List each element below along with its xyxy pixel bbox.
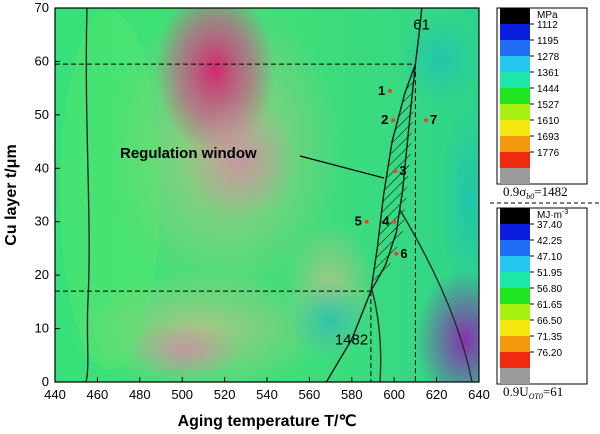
contour-1482	[325, 63, 417, 383]
contour-label: 1482	[335, 332, 368, 349]
x-tick-label: 580	[341, 387, 363, 402]
x-tick-label: 540	[256, 387, 278, 402]
data-point	[391, 118, 396, 123]
colorbar-swatch	[500, 56, 530, 72]
colorbar-swatch	[500, 40, 530, 56]
colorbar-swatch	[500, 168, 530, 184]
point-label: 6	[400, 246, 407, 261]
y-tick-label: 10	[35, 321, 49, 336]
colorbar-tick-label: 1278	[537, 52, 560, 63]
x-tick-label: 440	[44, 387, 66, 402]
contour-line-mid	[371, 289, 382, 382]
colorbar-swatch	[500, 304, 530, 320]
colorbar-tick-label: 1693	[537, 132, 560, 143]
colorbar-tick-label: 71.35	[537, 332, 562, 343]
data-point	[393, 168, 398, 173]
colorbar-swatch	[500, 224, 530, 240]
contour-line-left	[85, 8, 90, 382]
data-point	[392, 219, 397, 224]
y-axis-title: Cu layer t/μm	[3, 144, 20, 245]
colorbar-tick-label: 42.25	[537, 236, 562, 247]
colorbar-swatch	[500, 256, 530, 272]
data-point	[387, 88, 392, 93]
colorbar-swatch	[500, 320, 530, 336]
y-tick-label: 60	[35, 53, 49, 68]
contour-lines	[85, 8, 473, 382]
threshold-label: 0.9σb0=1482	[503, 184, 568, 201]
colorbar-tick-label: 1527	[537, 100, 560, 111]
contour-label: 61	[413, 16, 430, 33]
y-tick-label: 50	[35, 107, 49, 122]
colorbar-swatch	[500, 136, 530, 152]
colorbar-tick-label: 47.10	[537, 252, 562, 263]
colorbar-tick-label: 37.40	[537, 220, 562, 231]
colorbar-tick-label: 56.80	[537, 284, 562, 295]
contour-line-right	[399, 209, 473, 382]
y-tick-label: 30	[35, 214, 49, 229]
colorbar-swatch	[500, 368, 530, 384]
y-tick-label: 0	[42, 374, 49, 389]
contour-field	[55, 8, 479, 382]
colorbar-swatch	[500, 336, 530, 352]
colorbar-tick-label: 1444	[537, 84, 560, 95]
point-label: 5	[355, 214, 362, 229]
x-tick-label: 480	[129, 387, 151, 402]
colorbar-tick-label: 51.95	[537, 268, 562, 279]
colorbar-swatch	[500, 240, 530, 256]
colorbar-tick-label: 1361	[537, 68, 560, 79]
colorbar-swatch	[500, 8, 530, 24]
colorbar-tick-label: 66.50	[537, 316, 562, 327]
axes: 440 460 480 500 520 540 560 580 600 620 6400102030…	[35, 0, 490, 402]
colorbar-tick-label: 1776	[537, 148, 560, 159]
point-label: 7	[430, 112, 437, 127]
colorbar-swatch	[500, 208, 530, 224]
colorbar-tick-label: 76.20	[537, 348, 562, 359]
y-tick-label: 70	[35, 0, 49, 15]
x-tick-label: 560	[299, 387, 321, 402]
x-tick-label: 460	[87, 387, 109, 402]
annotation-arrow	[299, 155, 385, 179]
regulation-window	[370, 64, 416, 292]
colorbar-tick-label: 1112	[537, 20, 558, 31]
point-label: 3	[399, 163, 406, 178]
data-point	[394, 251, 399, 256]
colorbar-unit: MPa	[537, 10, 558, 21]
x-tick-label: 640	[468, 387, 490, 402]
colorbar-swatch	[500, 120, 530, 136]
annotation-label: Regulation window	[120, 145, 257, 162]
colorbar-swatch	[500, 72, 530, 88]
y-tick-label: 20	[35, 267, 49, 282]
x-tick-label: 520	[214, 387, 236, 402]
x-tick-label: 500	[171, 387, 193, 402]
colorbar-swatch	[500, 352, 530, 368]
colorbar-swatch	[500, 272, 530, 288]
colorbar-swatch	[500, 104, 530, 120]
point-label: 4	[382, 214, 390, 229]
overlay: 61 1482 1 2 3 4 5 6 7	[55, 7, 437, 383]
point-label: 2	[381, 112, 388, 127]
x-tick-label: 600	[383, 387, 405, 402]
contour-61	[370, 7, 423, 292]
colorbar-swatch	[500, 88, 530, 104]
colorbar-tick-label: 1610	[537, 116, 560, 127]
colorbar-swatch	[500, 24, 530, 40]
data-point	[424, 118, 428, 123]
point-label: 1	[378, 83, 385, 98]
colorbar-tick-label: 61.65	[537, 300, 562, 311]
colorbar-unit: MJ·m-3	[537, 209, 568, 221]
threshold-label: 0.9UOT0=61	[503, 384, 563, 401]
colorbar-tick-label: 1195	[537, 36, 559, 47]
x-axis-title: Aging temperature T/℃	[178, 413, 357, 430]
x-tick-label: 620	[426, 387, 448, 402]
y-tick-label: 40	[35, 160, 49, 175]
colorbar-swatch	[500, 152, 530, 168]
colorbar-swatch	[500, 288, 530, 304]
data-point	[364, 219, 369, 224]
